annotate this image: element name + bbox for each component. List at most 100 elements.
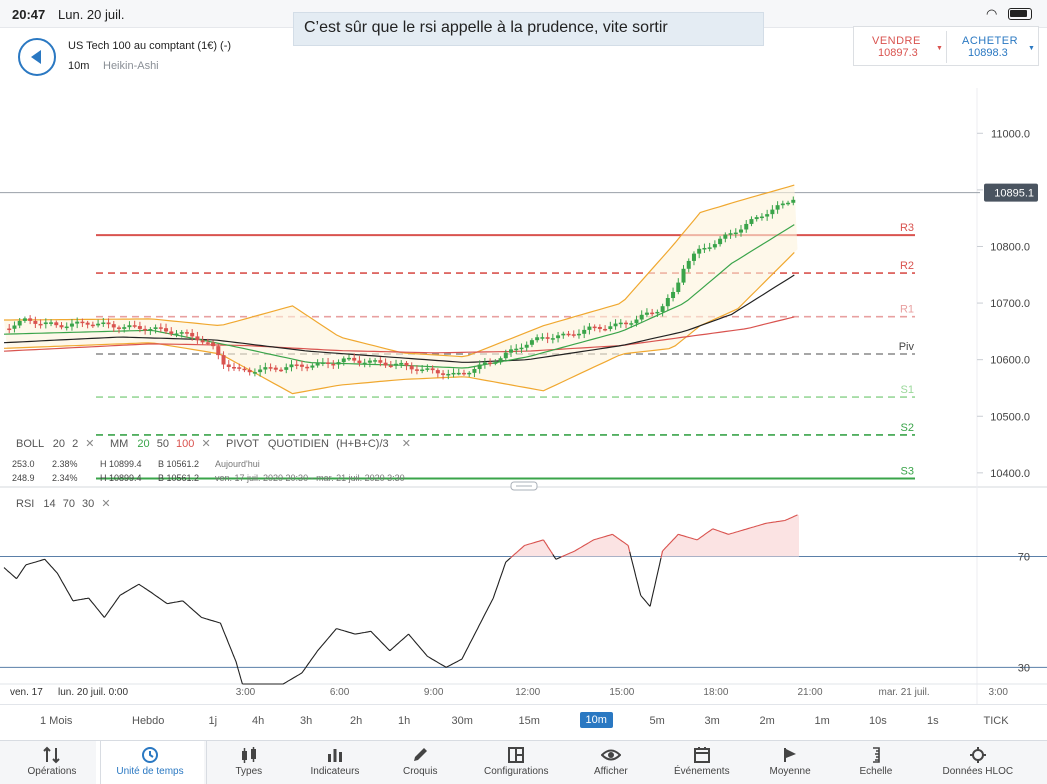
toolbar-eye[interactable]: Afficher bbox=[594, 741, 628, 784]
pivot-label-piv: Piv bbox=[899, 341, 915, 353]
candle-down bbox=[435, 370, 440, 374]
candle-up bbox=[289, 364, 294, 368]
timeframe-10s[interactable]: 10s bbox=[869, 715, 887, 727]
pencil-icon bbox=[403, 746, 437, 764]
timeframe-3m[interactable]: 3m bbox=[704, 715, 720, 727]
toolbar-label: Configurations bbox=[484, 766, 549, 777]
timeframe-2h[interactable]: 2h bbox=[350, 715, 363, 727]
toolbar-crosshair[interactable]: Données HLOC bbox=[943, 741, 1013, 784]
candle-down bbox=[566, 333, 571, 336]
timeframe-1h[interactable]: 1h bbox=[398, 715, 411, 727]
toolbar-scale[interactable]: Echelle bbox=[860, 741, 892, 784]
sort-arrows-icon bbox=[28, 746, 77, 764]
toolbar-sort-arrows[interactable]: Opérations bbox=[28, 741, 77, 784]
toolbar-separator bbox=[206, 741, 207, 784]
clock-icon bbox=[96, 746, 204, 764]
timeframe-hebdo[interactable]: Hebdo bbox=[132, 715, 165, 727]
candle-up bbox=[69, 323, 74, 327]
candle-up bbox=[576, 333, 581, 336]
candle-up bbox=[153, 327, 158, 330]
candle-up bbox=[467, 372, 472, 375]
candle-down bbox=[200, 340, 205, 343]
toolbar-candles[interactable]: Types bbox=[236, 741, 262, 784]
candle-up bbox=[373, 360, 378, 362]
timeframe-4h[interactable]: 4h bbox=[252, 715, 265, 727]
candle-down bbox=[331, 363, 336, 366]
toolbar-label: Afficher bbox=[594, 766, 628, 777]
candle-down bbox=[414, 369, 419, 371]
candle-down bbox=[268, 367, 273, 369]
candle-up bbox=[346, 357, 351, 360]
candle-up bbox=[451, 372, 456, 375]
pivot-period: QUOTIDIEN bbox=[267, 438, 329, 450]
toolbar-layout[interactable]: Configurations bbox=[484, 741, 548, 784]
candle-down bbox=[205, 342, 210, 344]
candle-up bbox=[320, 362, 325, 364]
candle-up bbox=[639, 314, 644, 320]
timeframe-3h[interactable]: 3h bbox=[300, 715, 313, 727]
candle-up bbox=[75, 321, 80, 324]
candle-up bbox=[127, 325, 132, 328]
candle-up bbox=[22, 318, 27, 321]
candle-up bbox=[702, 247, 707, 250]
timeframe-1m[interactable]: 1m bbox=[814, 715, 830, 727]
timeframe-1s[interactable]: 1s bbox=[927, 715, 939, 727]
candle-down bbox=[216, 346, 221, 356]
pivot-legend[interactable]: PIVOT QUOTIDIEN (H+B+C)/3 ✕ bbox=[226, 437, 411, 450]
toolbar-calendar[interactable]: Événements bbox=[674, 741, 730, 784]
instrument-name[interactable]: US Tech 100 au comptant (1€) (-) bbox=[68, 40, 232, 52]
timeframe-bar: 1 Mois Hebdo 1j 4h 3h 2h 1h 30m 15m 10m 5m 3m 2m 1m 10… bbox=[0, 704, 1047, 738]
mm-legend[interactable]: MM 20 50 100 ✕ bbox=[110, 437, 211, 450]
candle-down bbox=[242, 368, 247, 371]
price-chart[interactable]: 11000.0 10800.0 10700.0 10600.0 10500.0 10400… bbox=[0, 0, 1047, 704]
timeframe-2m[interactable]: 2m bbox=[759, 715, 775, 727]
candle-up bbox=[446, 373, 451, 376]
back-button[interactable] bbox=[18, 38, 56, 76]
toolbar-bar-chart[interactable]: Indicateurs bbox=[311, 741, 359, 784]
candle-up bbox=[43, 322, 48, 325]
mm-name: MM bbox=[110, 438, 129, 450]
pivot-label-r1: R1 bbox=[900, 304, 914, 316]
candle-down bbox=[211, 342, 216, 347]
timeframe-15m[interactable]: 15m bbox=[518, 715, 540, 727]
toolbar-pencil[interactable]: Croquis bbox=[403, 741, 437, 784]
candle-up bbox=[629, 323, 634, 325]
toolbar-flag[interactable]: Moyenne bbox=[770, 741, 811, 784]
timeframe-5m[interactable]: 5m bbox=[649, 715, 665, 727]
candle-up bbox=[96, 323, 101, 326]
candle-up bbox=[665, 298, 670, 307]
status-date: Lun. 20 juil. bbox=[58, 7, 125, 22]
candle-down bbox=[441, 373, 446, 375]
candle-up bbox=[754, 217, 759, 220]
candle-up bbox=[765, 214, 770, 217]
pivot-remove-icon[interactable]: ✕ bbox=[401, 438, 411, 450]
sell-price: 10897.3 bbox=[878, 47, 918, 59]
candle-down bbox=[326, 362, 331, 364]
boll-width-value-2: 248.9 bbox=[12, 473, 35, 483]
candle-up bbox=[697, 248, 702, 254]
candle-up bbox=[759, 216, 764, 219]
candle-up bbox=[618, 322, 623, 325]
candle-up bbox=[258, 369, 263, 373]
rsi-remove-icon[interactable]: ✕ bbox=[101, 498, 111, 510]
candle-down bbox=[116, 327, 121, 329]
x-tick-label: lun. 20 juil. 0:00 bbox=[58, 687, 128, 698]
y-tick-label: 10600.0 bbox=[990, 355, 1030, 367]
timeframe-10m[interactable]: 10m bbox=[579, 712, 613, 728]
timeframe-30m[interactable]: 30m bbox=[451, 715, 473, 727]
boll-remove-icon[interactable]: ✕ bbox=[85, 438, 95, 450]
rsi-legend[interactable]: RSI 14 70 30 ✕ bbox=[16, 497, 111, 510]
candle-up bbox=[148, 329, 153, 331]
mm-period-20: 20 bbox=[137, 438, 150, 450]
toolbar-clock[interactable]: Unité de temps bbox=[96, 741, 204, 784]
boll-legend[interactable]: BOLL 20 2 ✕ bbox=[16, 437, 95, 450]
today-high: H 10899.4 bbox=[100, 459, 142, 469]
candle-up bbox=[786, 202, 791, 205]
timeframe-1j[interactable]: 1j bbox=[208, 715, 218, 727]
boll-name: BOLL bbox=[16, 438, 44, 450]
mm-remove-icon[interactable]: ✕ bbox=[201, 438, 211, 450]
timeframe-1-mois[interactable]: 1 Mois bbox=[40, 715, 73, 727]
candle-down bbox=[221, 355, 226, 365]
timeframe-tick[interactable]: TICK bbox=[983, 715, 1009, 727]
candle-down bbox=[388, 365, 393, 368]
